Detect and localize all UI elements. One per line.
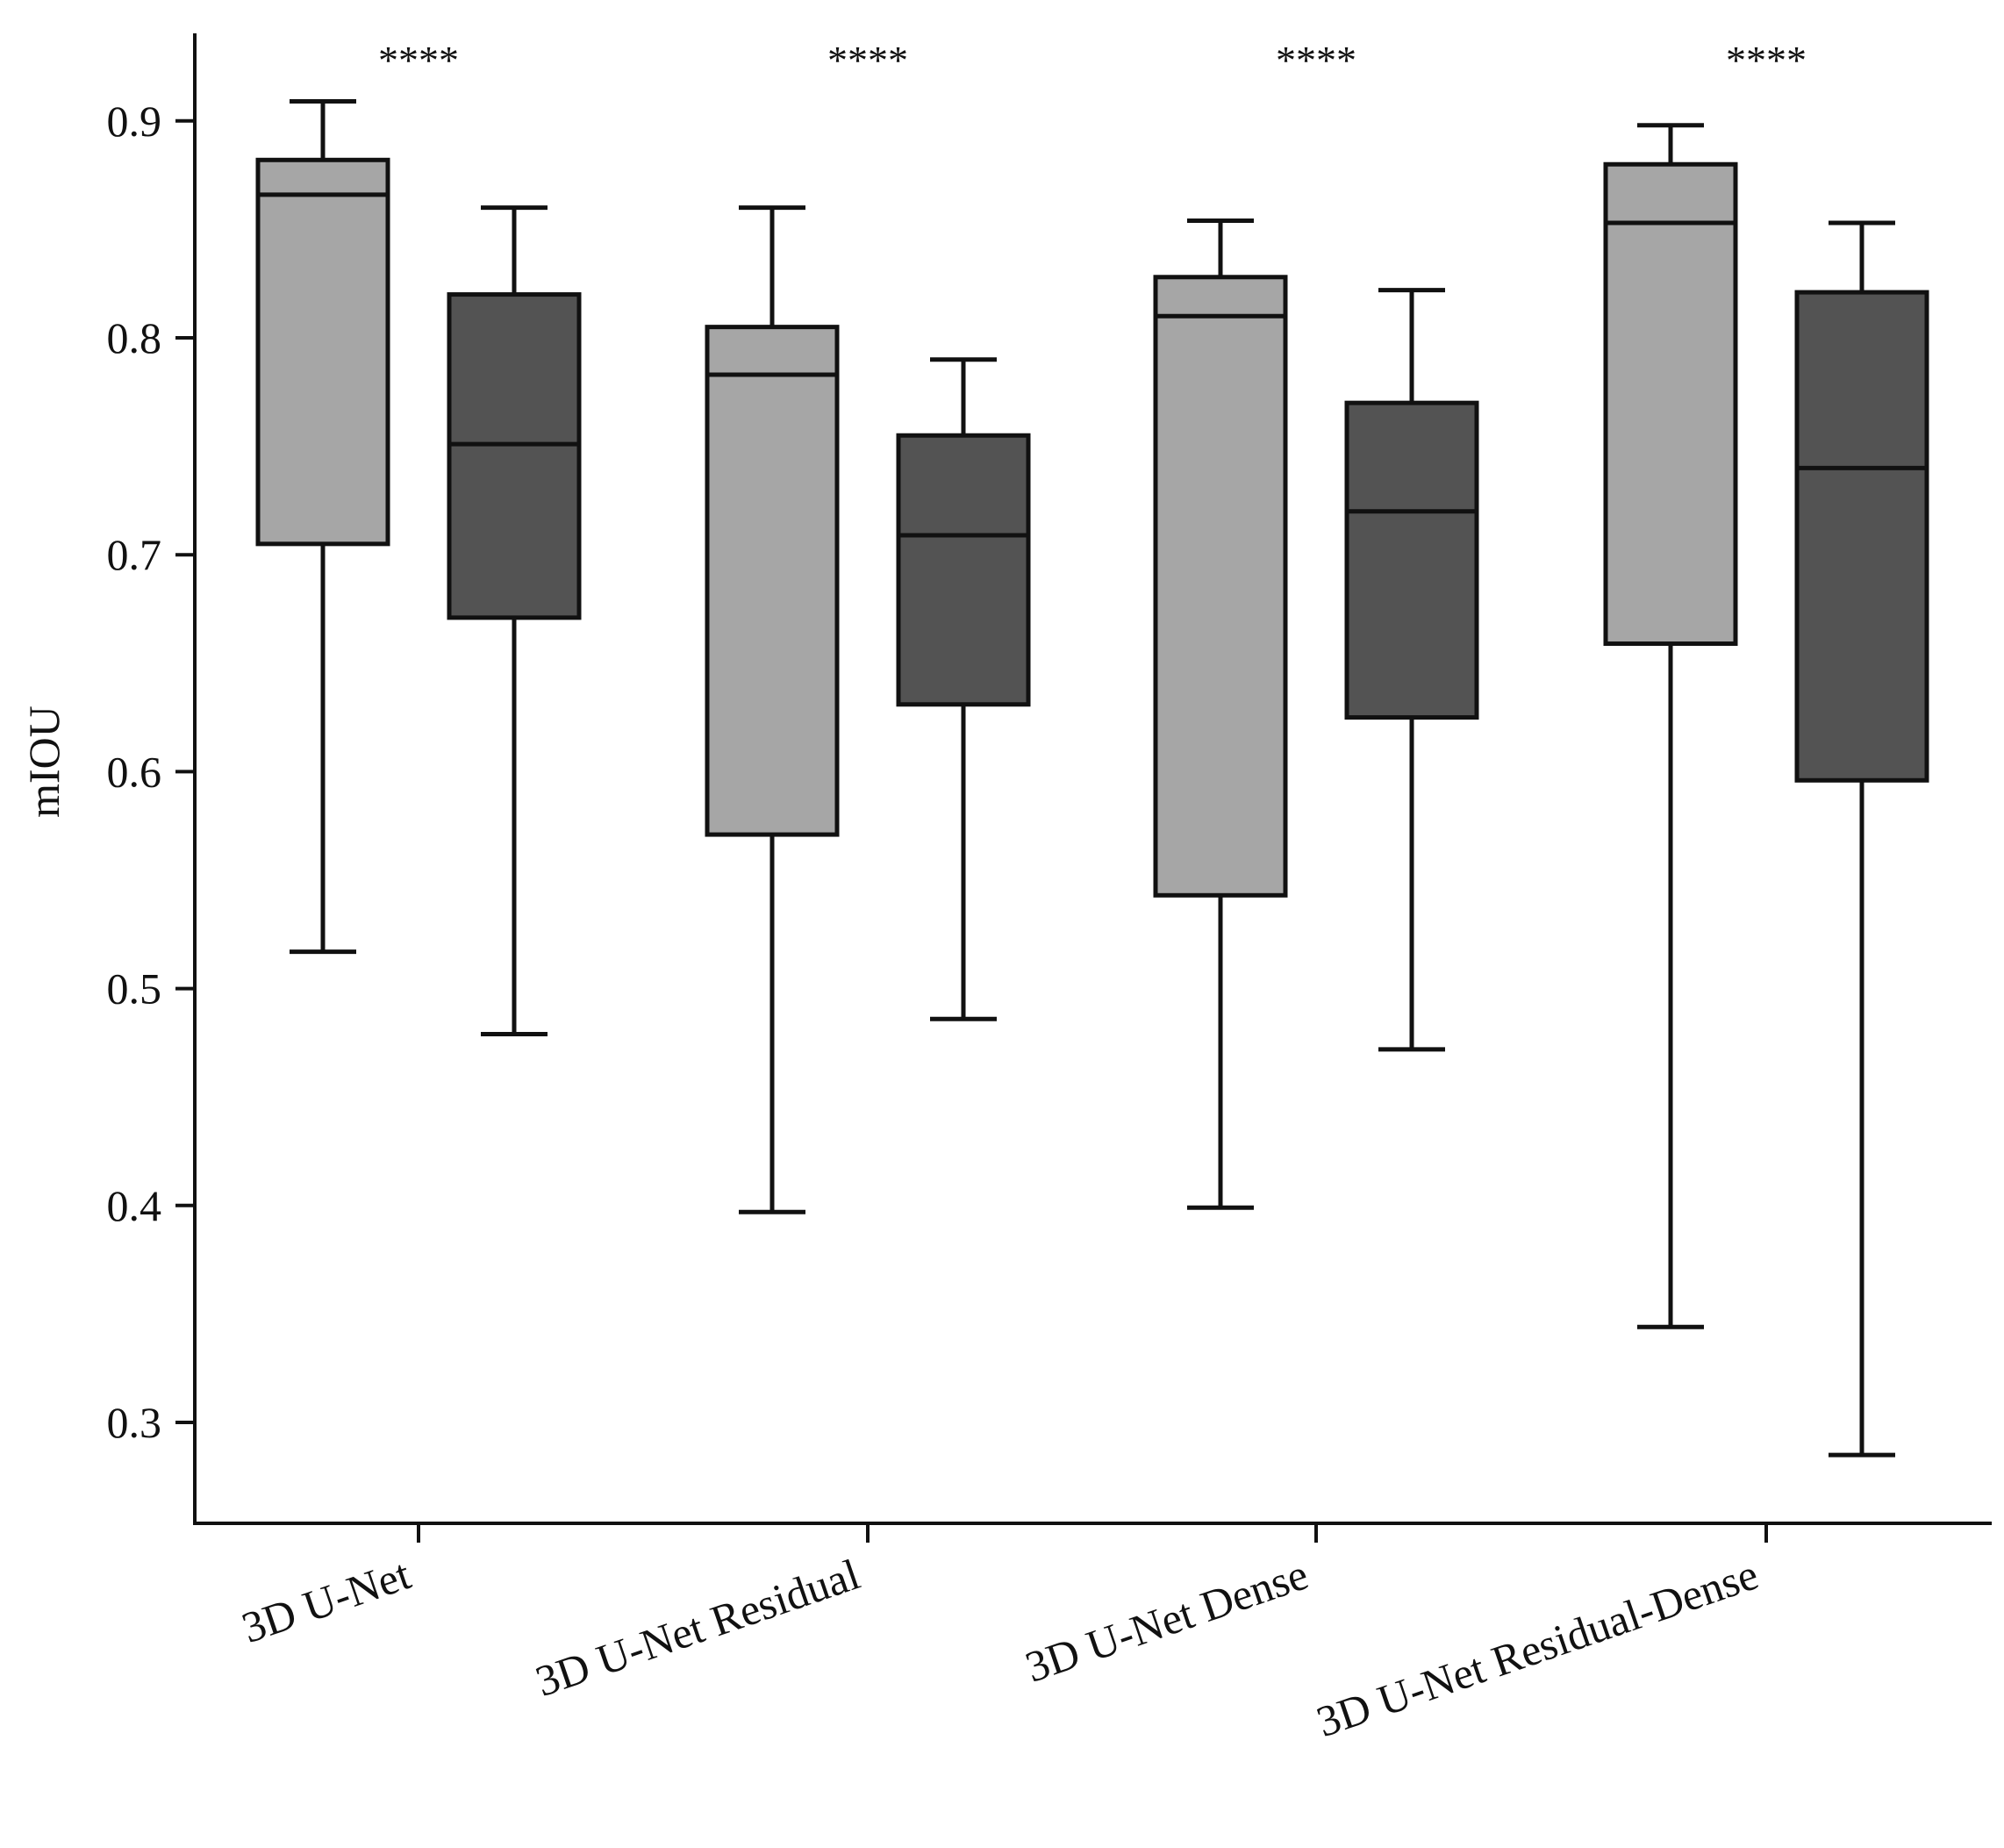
box-iqr (705, 325, 840, 837)
y-axis-title: mIOU (19, 706, 68, 818)
box-iqr (1603, 161, 1738, 647)
box-iqr (1153, 275, 1288, 898)
box-1-2 (705, 205, 840, 1214)
box-2-2 (896, 357, 1031, 1021)
box-2-3 (1344, 288, 1479, 1052)
box-1-1 (255, 99, 390, 955)
y-tick-label: 0.7 (107, 530, 162, 579)
box-1-4 (1603, 123, 1738, 1329)
y-tick-label: 0.9 (107, 97, 162, 146)
box-2-4 (1794, 220, 1929, 1458)
significance-marker: **** (1276, 38, 1356, 82)
significance-marker: **** (378, 38, 459, 82)
y-tick-label: 0.8 (107, 313, 162, 362)
x-category-label: 3D U-Net Residual-Dense (1310, 1549, 1764, 1746)
box-2-1 (447, 205, 582, 1037)
box-iqr (1794, 290, 1929, 783)
box-iqr (447, 292, 582, 620)
x-category-label: 3D U-Net Dense (1020, 1549, 1314, 1691)
x-category-label: 3D U-Net (236, 1549, 417, 1652)
significance-marker: **** (827, 38, 908, 82)
box-iqr (255, 157, 390, 547)
y-tick-label: 0.6 (107, 747, 162, 796)
y-tick-label: 0.5 (107, 964, 162, 1014)
axes (175, 33, 1992, 1543)
box-1-3 (1153, 218, 1288, 1210)
y-tick-label: 0.3 (107, 1398, 162, 1447)
x-category-label: 3D U-Net Residual (529, 1549, 865, 1706)
box-iqr (896, 433, 1031, 707)
y-tick-label: 0.4 (107, 1181, 162, 1230)
box-iqr (1344, 400, 1479, 720)
significance-marker: **** (1726, 38, 1807, 82)
plot-area (255, 99, 1929, 1458)
